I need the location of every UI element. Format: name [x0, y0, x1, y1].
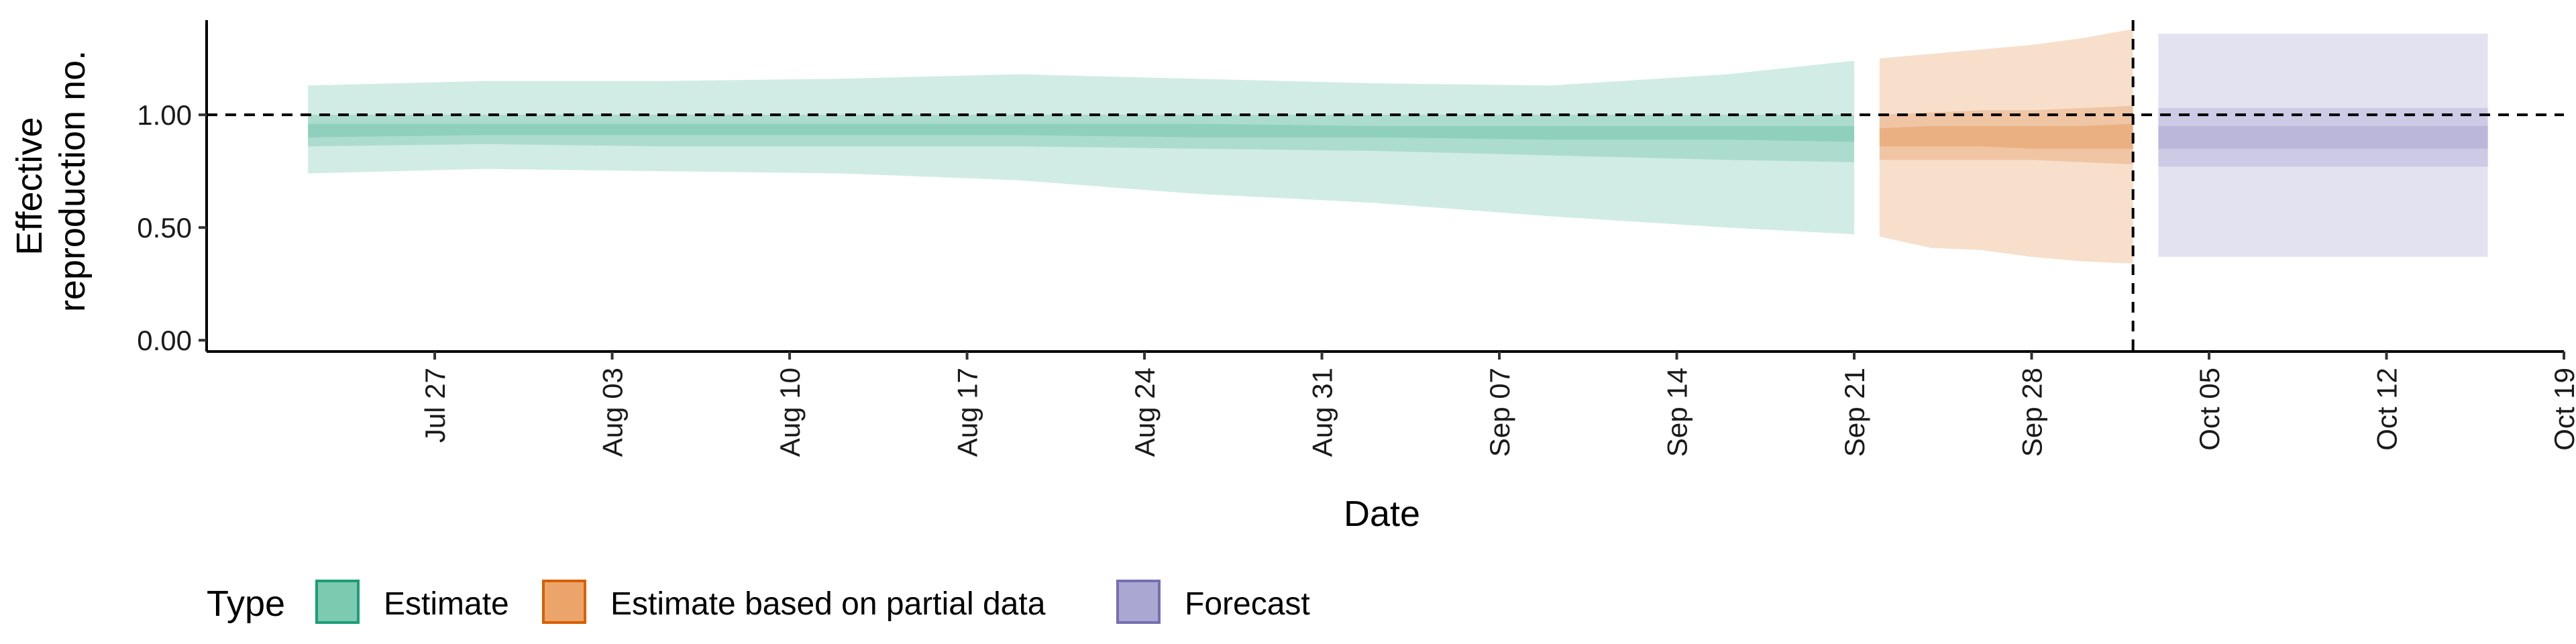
x-tick-label: Oct 12	[2371, 368, 2403, 451]
x-tick-label: Aug 24	[1129, 368, 1161, 457]
legend-entry-partial: Estimate based on partial data	[542, 580, 1046, 624]
legend-entry-forecast: Forecast	[1116, 580, 1310, 624]
x-tick-label: Aug 31	[1307, 368, 1338, 457]
legend-label-estimate: Estimate	[384, 586, 509, 622]
x-tick-label: Oct 05	[2194, 368, 2225, 451]
legend-label-partial: Estimate based on partial data	[610, 586, 1046, 622]
legend-title: Type	[207, 584, 285, 624]
y-axis-title-line-2: reproduction no.	[52, 50, 93, 312]
estimate-band-outer	[308, 60, 1854, 235]
y-tick-label: 1.00	[137, 99, 192, 131]
x-tick-label: Sep 07	[1484, 368, 1515, 457]
x-tick-label: Aug 10	[774, 368, 806, 457]
legend-key-estimate	[315, 580, 360, 624]
x-tick-label: Sep 21	[1839, 368, 1870, 457]
x-tick-label: Oct 19	[2548, 368, 2576, 451]
y-tick-label: 0.00	[137, 325, 192, 356]
estimate-bands	[308, 29, 2488, 264]
partial-band-mid	[1879, 105, 2133, 165]
legend-entry-estimate: Estimate	[315, 580, 509, 624]
axes	[205, 20, 2564, 353]
estimate-band-inner	[308, 123, 1854, 142]
forecast-band-outer	[2158, 34, 2488, 257]
estimate-band-mid	[308, 115, 1854, 162]
y-axis-title: Effective reproduction no.	[9, 50, 93, 312]
legend: Type Estimate Estimate based on partial …	[207, 580, 1310, 624]
x-tick-label: Aug 17	[952, 368, 983, 457]
x-axis-ticks: Jul 27 Aug 03 Aug 10 Aug 17 Aug 24 Aug 31 Sep …	[419, 352, 2576, 457]
x-tick-label: Sep 28	[2017, 368, 2048, 457]
partial-band-inner	[1879, 123, 2133, 149]
partial-band-outer	[1879, 29, 2133, 264]
x-tick-label: Jul 27	[419, 368, 451, 443]
y-tick-label: 0.50	[137, 212, 192, 244]
x-tick-label: Sep 14	[1662, 368, 1693, 457]
legend-label-forecast: Forecast	[1185, 586, 1310, 622]
y-axis-title-line-1: Effective	[9, 117, 50, 255]
forecast-band-inner	[2158, 125, 2488, 149]
y-axis-ticks: 0.00 0.50 1.00	[137, 99, 207, 356]
x-axis-title: Date	[1344, 494, 1420, 534]
legend-key-partial	[542, 580, 586, 624]
x-tick-label: Aug 03	[597, 368, 629, 457]
forecast-band-mid	[2158, 108, 2488, 167]
legend-key-forecast	[1116, 580, 1161, 624]
